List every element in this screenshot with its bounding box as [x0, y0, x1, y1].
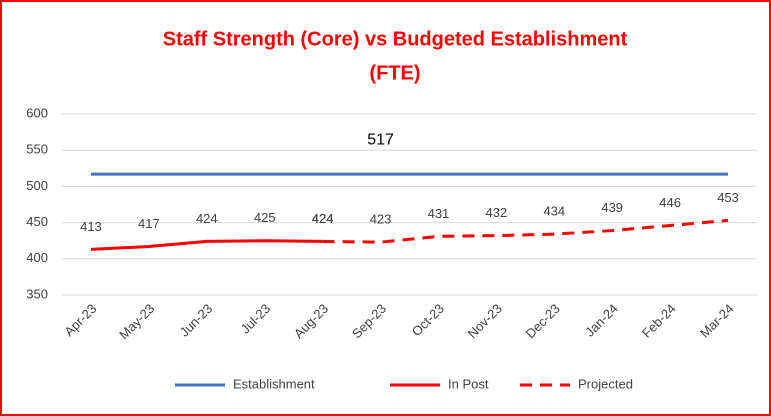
series-line [322, 218, 729, 244]
data-label: 424 [312, 211, 334, 226]
data-label: 432 [486, 205, 508, 220]
data-label: 446 [659, 195, 681, 210]
y-tick-label: 550 [26, 142, 48, 157]
data-label: 439 [601, 200, 623, 215]
legend-label: Projected [578, 376, 633, 391]
data-label: 453 [717, 190, 739, 205]
legend-label: Establishment [233, 376, 315, 391]
y-tick-label: 600 [26, 105, 48, 120]
data-label: 424 [196, 211, 218, 226]
series-line [90, 239, 323, 251]
data-label: 434 [543, 204, 565, 219]
y-tick-label: 450 [26, 214, 48, 229]
data-label: 413 [80, 219, 102, 234]
legend-label: In Post [448, 376, 489, 391]
y-tick-label: 500 [26, 178, 48, 193]
chart-title: (FTE) [369, 62, 420, 84]
chart-title: Staff Strength (Core) vs Budgeted Establ… [163, 28, 628, 50]
data-label: 423 [370, 212, 392, 227]
data-label: 425 [254, 210, 276, 225]
data-label: 417 [138, 216, 160, 231]
data-label: 517 [367, 131, 394, 148]
y-tick-label: 400 [26, 250, 48, 265]
data-label: 431 [428, 206, 450, 221]
y-tick-label: 350 [26, 286, 48, 301]
data-label: 424 [312, 211, 334, 226]
